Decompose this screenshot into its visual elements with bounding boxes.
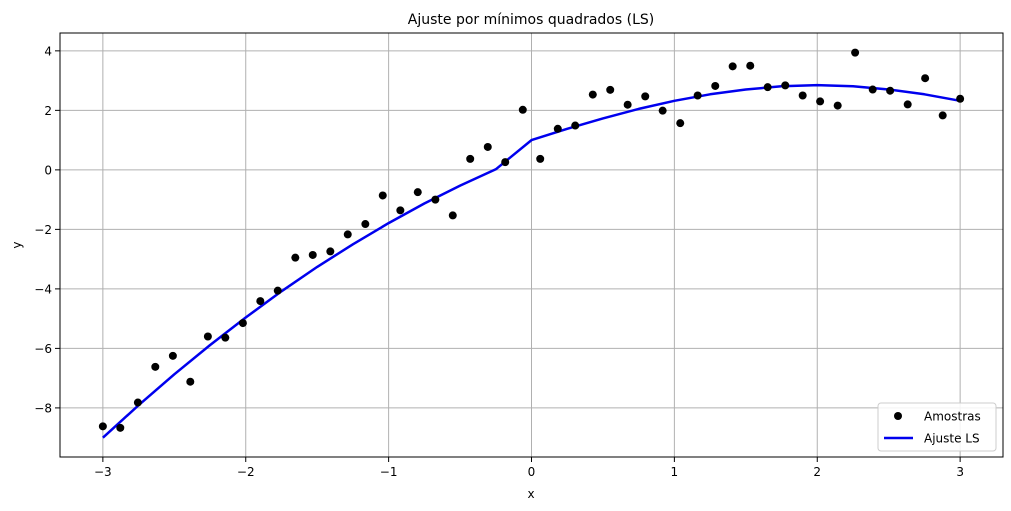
sample-points	[98, 48, 965, 432]
y-tick-label: −6	[34, 342, 52, 356]
sample-point	[868, 85, 877, 94]
x-tick-label: 0	[528, 465, 536, 479]
x-tick-label: 2	[813, 465, 821, 479]
sample-point	[221, 333, 230, 342]
sample-point	[273, 286, 282, 295]
sample-point	[851, 48, 860, 57]
sample-point	[133, 398, 142, 407]
legend-label-amostras: Amostras	[924, 410, 981, 424]
y-tick-label: 0	[44, 163, 52, 177]
sample-point	[886, 86, 895, 95]
sample-point	[431, 195, 440, 204]
sample-point	[396, 206, 405, 215]
sample-point	[781, 81, 790, 90]
sample-point	[606, 85, 615, 94]
sample-point	[186, 377, 195, 386]
x-tick-label: 3	[956, 465, 964, 479]
y-tick-label: −8	[34, 401, 52, 415]
x-tick-label: 1	[671, 465, 679, 479]
x-tick-label: −1	[380, 465, 398, 479]
sample-point	[448, 211, 457, 220]
sample-point	[308, 250, 317, 259]
sample-point	[501, 158, 510, 167]
x-tick-label: −3	[94, 465, 112, 479]
sample-point	[536, 154, 545, 163]
fit-line-layer	[102, 83, 961, 439]
sample-point	[693, 91, 702, 100]
sample-point	[746, 61, 755, 70]
sample-point	[168, 351, 177, 360]
sample-point	[343, 230, 352, 239]
y-tick-label: −2	[34, 223, 52, 237]
sample-point	[378, 191, 387, 200]
sample-point	[483, 142, 492, 151]
sample-point	[798, 91, 807, 100]
sample-point	[623, 100, 632, 109]
sample-point	[98, 422, 107, 431]
sample-point	[816, 97, 825, 106]
sample-point	[956, 94, 965, 103]
sample-point	[641, 92, 650, 101]
chart-title: Ajuste por mínimos quadrados (LS)	[408, 12, 654, 28]
sample-point	[291, 253, 300, 262]
sample-point	[326, 247, 335, 256]
sample-point	[116, 423, 125, 432]
sample-point	[571, 121, 580, 130]
sample-point	[238, 319, 247, 328]
sample-point	[676, 119, 685, 128]
sample-point	[466, 154, 475, 163]
y-tick-label: 4	[44, 44, 52, 58]
x-axis-ticks: −3 −2 −1 0 1 2 3	[94, 457, 964, 479]
sample-point	[658, 106, 667, 115]
sample-point	[588, 90, 597, 99]
sample-point	[903, 100, 912, 109]
sample-point	[921, 74, 930, 83]
sample-point	[763, 83, 772, 92]
x-axis-label: x	[527, 487, 534, 501]
sample-point	[256, 297, 265, 306]
sample-point	[203, 332, 212, 341]
sample-point	[553, 124, 562, 133]
y-tick-label: 2	[44, 104, 52, 118]
legend: Amostras Ajuste LS	[877, 402, 997, 452]
sample-point	[413, 188, 422, 197]
sample-point	[938, 111, 947, 120]
sample-point	[518, 105, 527, 114]
y-axis-label: y	[10, 241, 24, 248]
sample-point	[711, 81, 720, 90]
sample-point	[361, 220, 370, 229]
sample-point	[151, 362, 160, 371]
x-tick-label: −2	[237, 465, 255, 479]
y-axis-ticks: −8 −6 −4 −2 0 2 4	[34, 44, 60, 415]
legend-marker-amostras	[894, 412, 902, 420]
legend-label-ajuste: Ajuste LS	[924, 432, 980, 446]
sample-point	[833, 101, 842, 110]
fit-line	[102, 83, 961, 439]
sample-point	[728, 62, 737, 71]
y-tick-label: −4	[34, 282, 52, 296]
